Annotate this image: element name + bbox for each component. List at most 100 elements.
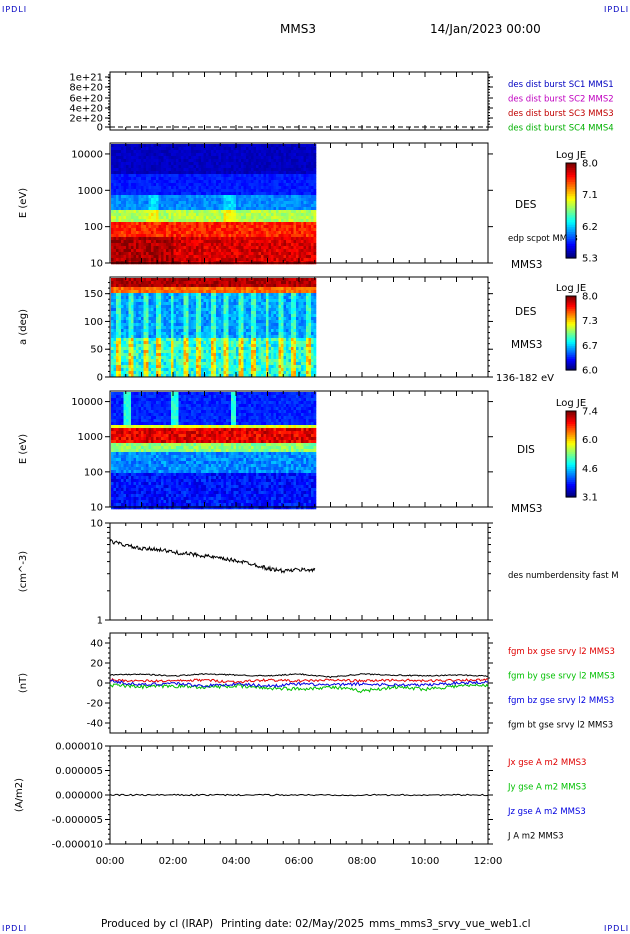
des-energy-cell (313, 159, 317, 163)
des-energy-cell (293, 243, 297, 247)
des-energy-cell (268, 153, 272, 157)
des-energy-cell (201, 207, 204, 211)
des-energy-cell (138, 189, 142, 193)
des-pitch-cell (186, 368, 189, 372)
des-energy-cell (271, 162, 274, 166)
des-energy-cell (163, 201, 167, 205)
des-energy-cell (266, 186, 269, 190)
des-pitch-cell (138, 290, 142, 294)
des-energy-cell (311, 255, 314, 259)
des-pitch-cell (203, 308, 207, 312)
des-energy-cell (213, 177, 217, 181)
des-energy-cell (128, 219, 132, 223)
des-energy-cell (296, 210, 299, 214)
des-energy-cell (276, 240, 279, 244)
des-energy-cell (216, 240, 219, 244)
des-energy-cell (176, 210, 179, 214)
des-energy-cell (298, 222, 302, 226)
des-pitch-cell (206, 353, 209, 357)
des-energy-cell (196, 198, 199, 202)
des-energy-cell (296, 150, 299, 154)
des-energy-cell (218, 204, 222, 208)
des-energy-cell (178, 222, 182, 226)
des-energy-cell (221, 237, 224, 241)
des-energy-cell (166, 201, 169, 205)
des-energy-cell (241, 183, 244, 187)
des-pitch-cell (121, 326, 124, 330)
des-pitch-cell (176, 344, 179, 348)
des-energy-cell (118, 231, 122, 235)
des-pitch-cell (128, 317, 132, 321)
des-energy-cell (138, 165, 142, 169)
des-energy-cell (253, 252, 257, 256)
des-energy-cell (306, 243, 309, 247)
des-energy-cell (153, 144, 157, 148)
des-energy-cell (121, 177, 124, 181)
des-energy-cell (193, 210, 197, 214)
des-energy-cell (133, 207, 137, 211)
des-energy-cell (293, 249, 297, 253)
des-energy-cell (298, 177, 302, 181)
des-energy-cell (121, 258, 124, 262)
des-energy-cell (171, 246, 174, 250)
des-energy-cell (161, 165, 164, 169)
des-energy-cell (221, 213, 224, 217)
des-pitch-cell (146, 299, 149, 303)
des-energy-cell (276, 201, 279, 205)
des-energy-cell (141, 147, 144, 151)
des-energy-cell (148, 210, 152, 214)
des-pitch-cell (126, 278, 129, 282)
des-energy-cell (221, 216, 224, 220)
des-pitch-cell (201, 281, 204, 285)
des-energy-cell (248, 168, 252, 172)
des-pitch-cell (148, 338, 152, 342)
des-energy-cell (248, 156, 252, 160)
des-pitch-cell (208, 347, 212, 351)
des-energy-cell (216, 246, 219, 250)
des-pitch-cell (118, 353, 122, 357)
des-energy-cell (218, 150, 222, 154)
des-pitch-cell (211, 308, 214, 312)
des-energy-cell (138, 144, 142, 148)
des-energy-cell (153, 165, 157, 169)
des-energy-cell (163, 234, 167, 238)
des-energy-cell (186, 246, 189, 250)
des-energy-cell (181, 213, 184, 217)
des-energy-cell (243, 228, 247, 232)
des-energy-cell (266, 219, 269, 223)
des-energy-cell (183, 180, 187, 184)
des-energy-cell (246, 240, 249, 244)
des-pitch-cell (181, 341, 184, 345)
des-energy-cell (201, 255, 204, 259)
overlay-label-scpot: edp scpot MMS3 (508, 234, 578, 244)
des-pitch-cell (161, 284, 164, 288)
des-energy-cell (178, 156, 182, 160)
des-pitch-cell (126, 371, 129, 375)
des-pitch-cell (183, 314, 187, 318)
des-energy-cell (303, 204, 307, 208)
des-pitch-cell (183, 296, 187, 300)
des-pitch-cell (148, 323, 152, 327)
des-pitch-cell (153, 290, 157, 294)
des-energy-cell (123, 174, 127, 178)
des-energy-cell (131, 240, 134, 244)
des-energy-cell (253, 234, 257, 238)
des-energy-cell (263, 234, 267, 238)
des-energy-cell (261, 180, 264, 184)
des-pitch-cell (181, 362, 184, 366)
des-energy-cell (276, 174, 279, 178)
des-energy-cell (246, 213, 249, 217)
des-energy-cell (306, 174, 309, 178)
des-energy-cell (306, 240, 309, 244)
des-energy-cell (136, 144, 139, 148)
des-energy-cell (206, 252, 209, 256)
des-energy-cell (216, 159, 219, 163)
des-pitch-cell (111, 374, 114, 378)
des-energy-cell (218, 147, 222, 151)
des-energy-cell (211, 195, 214, 199)
des-energy-cell (126, 153, 129, 157)
des-energy-cell (138, 252, 142, 256)
des-energy-cell (296, 252, 299, 256)
des-energy-cell (228, 219, 232, 223)
des-energy-cell (216, 204, 219, 208)
